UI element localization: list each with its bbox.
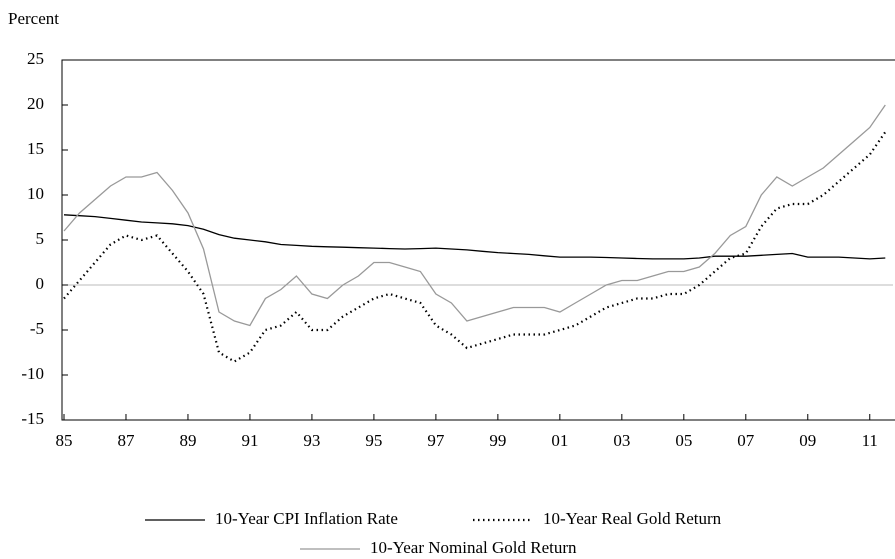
y-tick-label: -15 — [21, 409, 44, 428]
x-tick-label: 97 — [427, 431, 445, 450]
y-tick-label: -10 — [21, 364, 44, 383]
x-tick-label: 09 — [799, 431, 816, 450]
x-tick-label: 05 — [675, 431, 692, 450]
series-line — [63, 131, 887, 363]
y-axis-label: Percent — [8, 9, 59, 28]
x-tick-label: 07 — [737, 431, 755, 450]
x-tick-label: 01 — [551, 431, 568, 450]
x-tick-label: 11 — [862, 431, 878, 450]
x-tick-label: 93 — [303, 431, 320, 450]
x-tick-label: 95 — [365, 431, 382, 450]
series-line — [63, 214, 886, 260]
plot-frame — [61, 59, 895, 421]
y-tick-label: 25 — [27, 49, 44, 68]
x-tick-label: 89 — [179, 431, 196, 450]
legend-label: 10-Year Nominal Gold Return — [370, 538, 577, 557]
y-tick-label: 15 — [27, 139, 44, 158]
y-tick-label: 10 — [27, 184, 44, 203]
y-tick-label: -5 — [30, 319, 44, 338]
y-tick-label: 0 — [36, 274, 45, 293]
legend-label: 10-Year Real Gold Return — [543, 509, 722, 528]
x-tick-label: 91 — [241, 431, 258, 450]
y-tick-label: 5 — [36, 229, 45, 248]
y-tick-label: 20 — [27, 94, 44, 113]
x-tick-label: 87 — [117, 431, 135, 450]
x-tick-label: 99 — [489, 431, 506, 450]
x-tick-label: 85 — [56, 431, 73, 450]
legend-label: 10-Year CPI Inflation Rate — [215, 509, 398, 528]
x-tick-label: 03 — [613, 431, 630, 450]
series-line — [63, 104, 886, 327]
